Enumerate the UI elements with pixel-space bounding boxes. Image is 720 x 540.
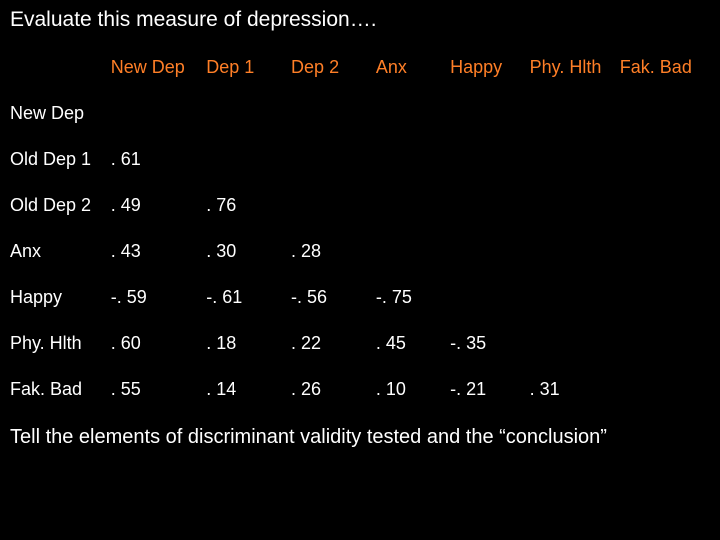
cell-anx-dep2: . 28 <box>291 228 376 274</box>
row-happy: Happy -. 59 -. 61 -. 56 -. 75 <box>10 274 710 320</box>
cell-phyhlth-anx: . 45 <box>376 320 450 366</box>
row-label-olddep2: Old Dep 2 <box>10 182 111 228</box>
row-label-fakbad: Fak. Bad <box>10 366 111 412</box>
cell-phyhlth-dep2: . 22 <box>291 320 376 366</box>
slide-title: Evaluate this measure of depression…. <box>10 8 710 32</box>
col-header-phyhlth: Phy. Hlth <box>530 44 620 90</box>
header-row: New Dep Dep 1 Dep 2 Anx Happy Phy. Hlth … <box>10 44 710 90</box>
row-newdep: New Dep <box>10 90 710 136</box>
cell-olddep2-newdep: . 49 <box>111 182 206 228</box>
cell-happy-dep1: -. 61 <box>206 274 291 320</box>
cell-phyhlth-happy: -. 35 <box>450 320 530 366</box>
cell-phyhlth-dep1: . 18 <box>206 320 291 366</box>
cell-fakbad-anx: . 10 <box>376 366 450 412</box>
cell-olddep1-newdep: . 61 <box>111 136 206 182</box>
slide: Evaluate this measure of depression…. Ne… <box>0 0 720 540</box>
row-label-anx: Anx <box>10 228 111 274</box>
row-label-happy: Happy <box>10 274 111 320</box>
col-header-happy: Happy <box>450 44 530 90</box>
cell-olddep2-dep1: . 76 <box>206 182 291 228</box>
cell-fakbad-dep2: . 26 <box>291 366 376 412</box>
cell-fakbad-dep1: . 14 <box>206 366 291 412</box>
cell-phyhlth-newdep: . 60 <box>111 320 206 366</box>
cell-happy-dep2: -. 56 <box>291 274 376 320</box>
col-header-newdep: New Dep <box>111 44 206 90</box>
row-fakbad: Fak. Bad . 55 . 14 . 26 . 10 -. 21 . 31 <box>10 366 710 412</box>
row-label-olddep1: Old Dep 1 <box>10 136 111 182</box>
cell-happy-newdep: -. 59 <box>111 274 206 320</box>
slide-footer: Tell the elements of discriminant validi… <box>10 426 710 449</box>
col-header-dep2: Dep 2 <box>291 44 376 90</box>
cell-anx-newdep: . 43 <box>111 228 206 274</box>
row-phyhlth: Phy. Hlth . 60 . 18 . 22 . 45 -. 35 <box>10 320 710 366</box>
col-header-anx: Anx <box>376 44 450 90</box>
row-label-newdep: New Dep <box>10 90 111 136</box>
cell-anx-dep1: . 30 <box>206 228 291 274</box>
row-label-phyhlth: Phy. Hlth <box>10 320 111 366</box>
col-header-fakbad: Fak. Bad <box>620 44 710 90</box>
col-header-dep1: Dep 1 <box>206 44 291 90</box>
cell-fakbad-happy: -. 21 <box>450 366 530 412</box>
cell-happy-anx: -. 75 <box>376 274 450 320</box>
header-blank <box>10 44 111 90</box>
correlation-matrix: New Dep Dep 1 Dep 2 Anx Happy Phy. Hlth … <box>10 44 710 412</box>
row-olddep2: Old Dep 2 . 49 . 76 <box>10 182 710 228</box>
cell-fakbad-newdep: . 55 <box>111 366 206 412</box>
cell-fakbad-phyhlth: . 31 <box>530 366 620 412</box>
row-anx: Anx . 43 . 30 . 28 <box>10 228 710 274</box>
row-olddep1: Old Dep 1 . 61 <box>10 136 710 182</box>
